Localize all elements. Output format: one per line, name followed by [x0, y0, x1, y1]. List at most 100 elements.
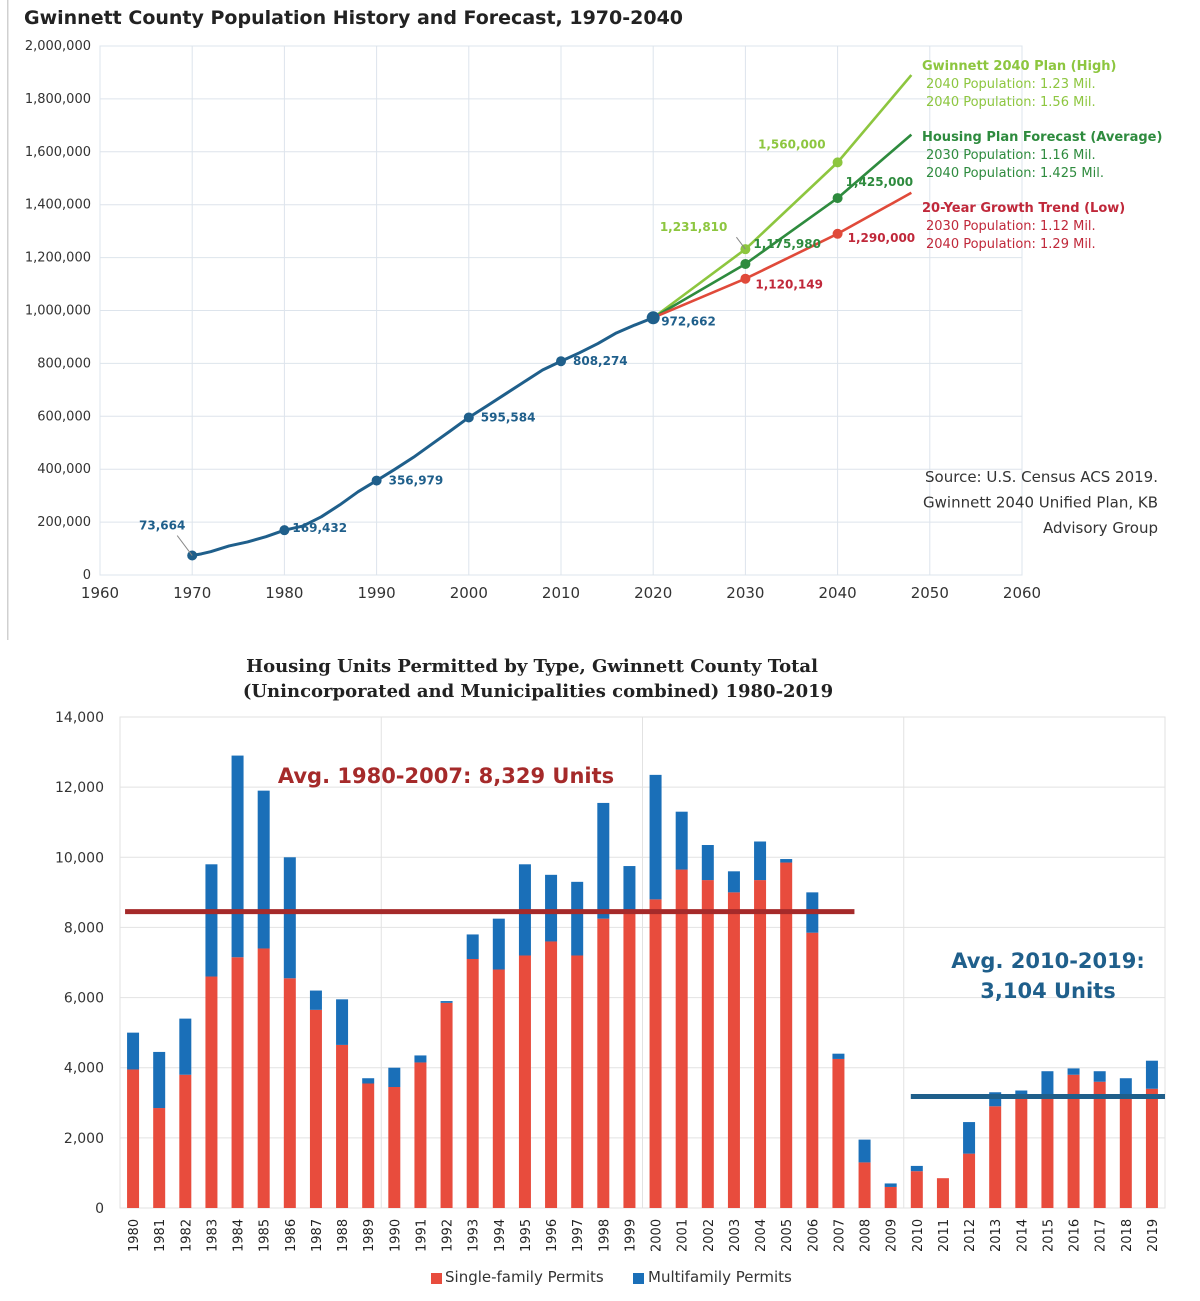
y-tick-label: 600,000 — [37, 409, 91, 424]
bar-multifamily — [1067, 1068, 1080, 1075]
bar-multifamily — [231, 755, 244, 958]
data-label: 808,274 — [573, 354, 628, 368]
x-tick-label: 2007 — [832, 1219, 847, 1252]
y-tick-label: 800,000 — [37, 356, 91, 371]
point-high — [832, 157, 843, 168]
bar-single-family — [309, 1009, 322, 1208]
bar-multifamily — [1041, 1071, 1054, 1096]
bar-multifamily — [597, 802, 610, 919]
bar-multifamily — [701, 845, 714, 881]
bar-multifamily — [1119, 1078, 1132, 1096]
label-leader — [176, 535, 193, 556]
y-tick-label: 1,200,000 — [25, 251, 91, 266]
x-tick-label: 1995 — [519, 1219, 534, 1252]
bar-multifamily — [127, 1032, 140, 1070]
bar-single-family — [623, 909, 636, 1208]
x-tick-label: 2000 — [650, 1219, 665, 1252]
bar-single-family — [675, 869, 688, 1208]
data-label: 1,175,980 — [753, 237, 821, 251]
legend-swatch-multifamily — [633, 1273, 644, 1284]
point-average — [832, 193, 843, 204]
bar-multifamily — [414, 1055, 427, 1063]
point-history — [646, 311, 660, 325]
bar-single-family — [858, 1162, 871, 1208]
bar-multifamily — [754, 841, 767, 881]
x-tick-label: 2030 — [726, 584, 764, 602]
x-tick-label: 1997 — [571, 1219, 586, 1252]
bar-multifamily — [884, 1183, 897, 1187]
bar-multifamily — [257, 790, 270, 949]
grid — [99, 45, 1023, 576]
x-axis: 1980 1981 1982 1983 1984 1985 1986 1987 1988 1989… — [127, 1219, 1161, 1252]
bar-single-family — [832, 1058, 845, 1208]
x-tick-label: 2008 — [859, 1219, 874, 1252]
permits-chart: Housing Units Permitted by Type, Gwinnet… — [55, 656, 1166, 1286]
data-label: 1,560,000 — [758, 137, 826, 151]
bar-single-family — [179, 1074, 192, 1208]
bar-single-family — [231, 957, 244, 1208]
point-history — [556, 356, 566, 367]
y-tick-label: 1,400,000 — [25, 198, 91, 213]
population-chart: Gwinnett County Population History and F… — [7, 0, 1162, 640]
bar-multifamily — [780, 859, 793, 863]
bar-multifamily — [649, 774, 662, 900]
x-tick-label: 2020 — [634, 584, 672, 602]
x-tick-label: 1981 — [153, 1219, 168, 1252]
x-tick-label: 2018 — [1120, 1219, 1135, 1252]
bar-multifamily — [388, 1067, 401, 1088]
x-tick-label: 2016 — [1068, 1219, 1083, 1252]
bar-single-family — [257, 948, 270, 1208]
bar-single-family — [806, 932, 819, 1208]
y-tick-label: 200,000 — [37, 515, 91, 530]
point-history — [463, 412, 474, 423]
x-tick-label: 1985 — [258, 1219, 273, 1252]
average-lines: Avg. 1980-2007: 8,329 Units Avg. 2010-201… — [125, 764, 1165, 1099]
legend-line: 2040 Population: 1.425 Mil. — [926, 166, 1104, 181]
x-tick-label: 1986 — [284, 1219, 299, 1252]
label-leader — [736, 236, 746, 250]
average-label-2010-2019: 3,104 Units — [980, 979, 1115, 1003]
line-history — [191, 316, 654, 557]
line-average — [652, 133, 913, 319]
legend-line: 2030 Population: 1.16 Mil. — [926, 148, 1096, 163]
stacked-bars — [127, 755, 1158, 1208]
data-label: 1,120,149 — [755, 278, 823, 292]
bar-multifamily — [675, 811, 688, 870]
y-axis: 0 2,000 4,000 6,000 8,000 10,000 12,000 14,000 — [55, 710, 104, 1217]
y-tick-label: 12,000 — [55, 780, 104, 796]
x-tick-label: 1970 — [173, 584, 211, 602]
chart-title-line-2: (Unincorporated and Municipalities combi… — [243, 681, 833, 702]
bar-single-family — [518, 955, 531, 1208]
legend-label-single-family: Single-family Permits — [445, 1268, 604, 1286]
x-tick-label: 1982 — [179, 1219, 194, 1252]
bar-single-family — [1015, 1097, 1028, 1208]
average-label-2010-2019: Avg. 2010-2019: — [951, 949, 1145, 973]
series-lines — [191, 74, 913, 557]
chart-title: Gwinnett County Population History and F… — [24, 7, 683, 29]
bar-multifamily — [362, 1078, 375, 1084]
x-tick-label: 2005 — [780, 1219, 795, 1252]
y-tick-label: 8,000 — [64, 920, 104, 936]
data-label: 972,662 — [661, 315, 716, 329]
legend: Gwinnett 2040 Plan (High) 2040 Population… — [922, 59, 1162, 252]
data-label: 1,425,000 — [846, 175, 914, 189]
data-label: 169,432 — [292, 521, 347, 535]
bar-multifamily — [545, 874, 558, 942]
y-tick-label: 0 — [95, 1201, 104, 1217]
x-tick-label: 1983 — [205, 1219, 220, 1252]
bar-single-family — [153, 1108, 166, 1208]
x-tick-label: 2000 — [450, 584, 488, 602]
y-tick-label: 1,000,000 — [25, 304, 91, 319]
bar-single-family — [492, 969, 505, 1208]
data-label: 1,231,810 — [660, 220, 728, 234]
average-label-1980-2007: Avg. 1980-2007: 8,329 Units — [278, 764, 614, 788]
legend-title: 20-Year Growth Trend (Low) — [922, 201, 1125, 216]
bar-single-family — [989, 1106, 1002, 1208]
series-markers: 73,664 169,432 356,979 595,584 808,274 972,66… — [139, 137, 915, 561]
legend-line: 2040 Population: 1.56 Mil. — [926, 95, 1096, 110]
bar-multifamily — [858, 1139, 871, 1163]
x-tick-label: 1991 — [414, 1219, 429, 1252]
point-history — [371, 475, 382, 486]
source-note: Source: U.S. Census ACS 2019. Gwinnett 20… — [923, 468, 1158, 537]
bar-single-family — [754, 880, 767, 1208]
